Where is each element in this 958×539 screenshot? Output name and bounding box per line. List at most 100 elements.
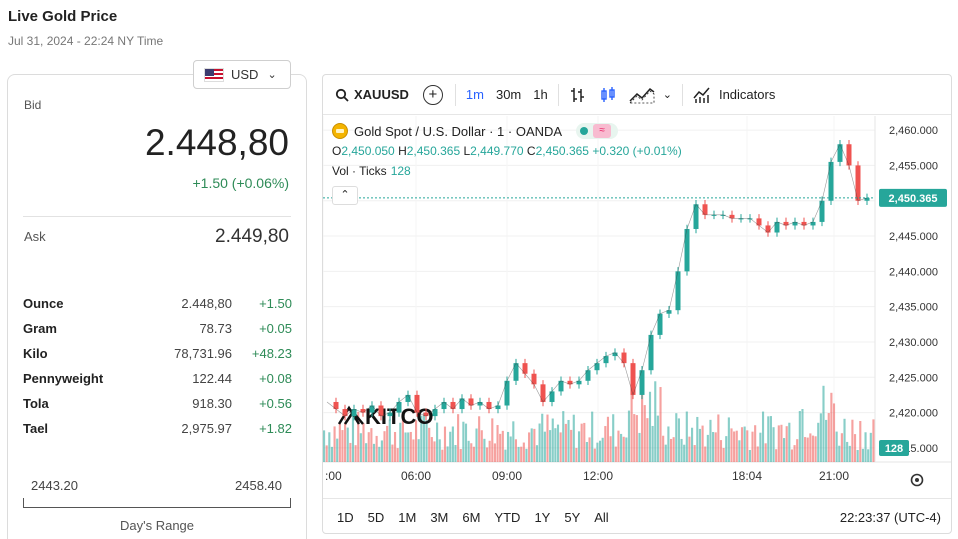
unit-name: Tael	[23, 421, 49, 436]
volume-bar	[528, 432, 531, 462]
volume-bar	[570, 429, 573, 462]
interval-1h[interactable]: 1h	[533, 87, 548, 102]
volume-bar	[507, 431, 510, 462]
range-ytd[interactable]: YTD	[494, 509, 521, 525]
volume-bar	[759, 432, 762, 462]
candle-body	[477, 401, 483, 406]
price-panel	[7, 74, 307, 539]
volume-bar	[333, 426, 336, 462]
unit-name: Pennyweight	[23, 371, 104, 386]
volume-bar	[462, 421, 465, 462]
area-chart-icon[interactable]: ⌄	[623, 81, 678, 109]
volume-bar	[867, 449, 870, 462]
volume-bar	[622, 436, 625, 462]
volume-bar	[738, 440, 741, 462]
volume-value: 128	[390, 164, 411, 178]
range-3m[interactable]: 3M	[430, 509, 449, 525]
range-6m[interactable]: 6M	[462, 509, 481, 525]
volume-bar	[375, 435, 378, 462]
volume-bar	[554, 428, 557, 462]
range-all[interactable]: All	[594, 509, 609, 525]
volume-bar	[740, 427, 744, 462]
volume-bar	[407, 432, 410, 462]
chart-widget: XAUUSD + 1m 30m 1h ⌄ Indicators 2,460.00…	[322, 74, 952, 534]
candle-body	[459, 398, 465, 410]
unit-price: 2,975.97	[181, 421, 232, 436]
volume-bar	[349, 442, 352, 462]
volume-bar	[648, 391, 652, 462]
toolbar-divider	[681, 83, 683, 106]
volume-bar	[572, 414, 575, 462]
candle-body	[405, 394, 411, 402]
current-price-label: 2,450.365	[889, 193, 938, 205]
range-5d[interactable]: 5D	[367, 509, 385, 525]
volume-bar	[772, 427, 775, 462]
collapse-legend-button[interactable]: ⌃	[332, 186, 358, 205]
volume-bar	[467, 440, 470, 462]
interval-1m[interactable]: 1m	[465, 87, 484, 102]
volume-bar	[367, 432, 370, 462]
volume-bar	[530, 428, 533, 462]
volume-bar	[730, 428, 733, 462]
volume-bar	[601, 437, 604, 462]
symbol-search-button[interactable]: XAUUSD	[323, 81, 415, 109]
volume-bar	[685, 411, 688, 462]
volume-bar	[704, 446, 707, 462]
interval-30m[interactable]: 30m	[495, 87, 522, 102]
bid-change: +1.50 (+0.06%)	[192, 175, 289, 191]
volume-bar	[606, 416, 610, 462]
volume-bar	[420, 415, 423, 462]
volume-label: Vol · Ticks	[332, 164, 387, 178]
volume-bar	[691, 427, 694, 462]
volume-bar	[835, 431, 838, 462]
range-bar	[23, 498, 291, 508]
currency-select[interactable]: USD ⌄	[193, 60, 291, 89]
range-1m[interactable]: 1M	[398, 509, 417, 525]
volume-bar	[853, 434, 857, 462]
open-label: O	[332, 144, 342, 158]
volume-bar	[483, 438, 486, 462]
volume-bar	[338, 423, 341, 462]
y-tick-label: 2,435.000	[889, 302, 938, 314]
range-5y[interactable]: 5Y	[564, 509, 581, 525]
volume-bar	[675, 413, 678, 462]
volume-bar	[769, 416, 772, 462]
add-symbol-icon[interactable]: +	[422, 84, 443, 105]
volume-bar	[564, 423, 567, 462]
bar-chart-icon[interactable]	[563, 81, 593, 109]
live-dot-icon	[580, 127, 589, 135]
volume-bar	[330, 446, 334, 462]
volume-bar	[793, 445, 796, 462]
volume-bar	[706, 434, 709, 462]
candle-body	[828, 161, 834, 201]
range-high: 2458.40	[235, 478, 282, 493]
candles-icon[interactable]	[593, 81, 623, 109]
volume-bar	[620, 433, 623, 462]
volume-bar	[328, 432, 331, 462]
current-price-badge	[879, 188, 947, 207]
volume-bar	[733, 431, 736, 462]
candle-body	[567, 380, 573, 385]
volume-bar	[549, 430, 552, 462]
volume-bar	[751, 431, 754, 462]
market-status-badge: ≈	[576, 123, 619, 139]
unit-change: +0.56	[259, 396, 292, 411]
volume-bar	[861, 448, 864, 462]
range-1y[interactable]: 1Y	[534, 509, 551, 525]
x-tick-label: 12:00	[583, 469, 613, 483]
volume-bar	[488, 440, 491, 462]
volume-bar	[422, 412, 426, 462]
candle-body	[603, 356, 609, 364]
unit-change: +48.23	[251, 346, 292, 361]
volume-bar	[872, 419, 875, 462]
volume-bar	[683, 444, 686, 462]
price-chart[interactable]: 2,460.0002,455.0002,450.0002,445.0002,44…	[323, 116, 951, 498]
candle-body	[765, 225, 771, 233]
gear-icon	[910, 473, 924, 487]
unit-name: Ounce	[23, 296, 64, 311]
volume-bar	[817, 422, 820, 462]
range-bar-bottom: 1D 5D 1M 3M 6M YTD 1Y 5Y All 22:23:37 (U…	[323, 498, 951, 533]
range-1d[interactable]: 1D	[337, 509, 354, 525]
indicators-button[interactable]: Indicators	[687, 81, 781, 109]
candle-body	[594, 363, 600, 371]
